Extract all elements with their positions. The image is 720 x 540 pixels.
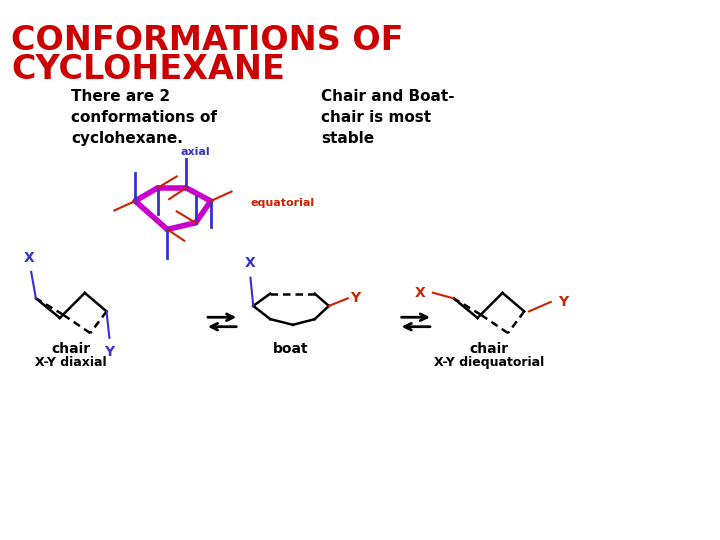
Text: X-Y diequatorial: X-Y diequatorial <box>433 356 544 369</box>
Text: Y: Y <box>350 292 361 305</box>
Text: boat: boat <box>274 342 309 356</box>
Text: X-Y diaxial: X-Y diaxial <box>35 356 107 369</box>
Text: Y: Y <box>558 295 568 309</box>
Text: axial: axial <box>181 147 210 157</box>
Text: X: X <box>245 256 256 270</box>
Text: CYCLOHEXANE: CYCLOHEXANE <box>12 52 285 86</box>
Text: chair: chair <box>469 342 508 356</box>
Text: Chair and Boat-
chair is most
stable: Chair and Boat- chair is most stable <box>321 89 455 146</box>
Text: X: X <box>415 286 426 300</box>
Text: CONFORMATIONS OF: CONFORMATIONS OF <box>12 24 404 57</box>
Text: equatorial: equatorial <box>251 198 315 208</box>
Text: Y: Y <box>104 346 114 360</box>
Text: X: X <box>24 251 35 265</box>
Text: chair: chair <box>52 342 91 356</box>
Text: There are 2
conformations of
cyclohexane.: There are 2 conformations of cyclohexane… <box>71 89 217 146</box>
